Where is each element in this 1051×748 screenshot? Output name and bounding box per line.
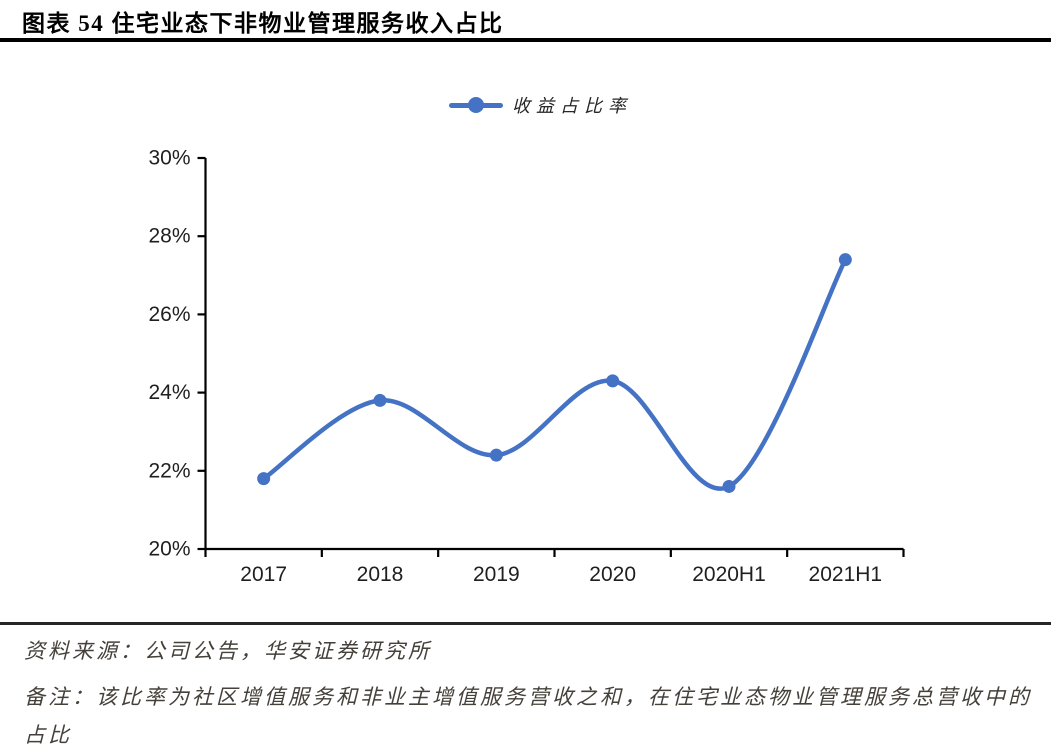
x-axis-tick-label: 2017 bbox=[240, 563, 287, 586]
data-point-marker bbox=[373, 393, 387, 407]
y-axis-tick-label: 30% bbox=[148, 147, 190, 170]
data-point-marker bbox=[838, 253, 852, 267]
data-point-marker bbox=[606, 374, 620, 388]
data-point-marker bbox=[722, 479, 736, 493]
series-line bbox=[261, 257, 848, 491]
y-axis-tick-label: 24% bbox=[148, 381, 190, 404]
y-axis-tick-label: 26% bbox=[148, 303, 190, 326]
legend-label: 收益占比率 bbox=[512, 96, 632, 116]
x-axis-tick-label: 2020 bbox=[589, 563, 636, 586]
note-line: 备注：该比率为社区增值服务和非业主增值服务营收之和，在住宅业态物业管理服务总营收… bbox=[24, 685, 1032, 747]
line-chart: 20% 22% 24% 26% 28% 30% 2017 2018 2019 2020 2020H1… bbox=[148, 147, 905, 586]
source-line: 资料来源：公司公告，华安证券研究所 bbox=[24, 639, 432, 663]
chart-legend: 收益占比率 bbox=[15, 92, 1051, 118]
data-point-marker bbox=[257, 472, 271, 486]
legend-line-marker-icon bbox=[449, 97, 503, 113]
data-point-marker bbox=[489, 448, 503, 462]
y-axis-tick-label: 22% bbox=[148, 459, 190, 482]
legend-dot-icon bbox=[468, 97, 484, 113]
x-axis-tick-label: 2018 bbox=[357, 563, 404, 586]
x-axis-tick-label: 2020H1 bbox=[692, 563, 766, 586]
title-divider bbox=[0, 38, 1051, 42]
y-axis-tick-label: 20% bbox=[148, 538, 190, 561]
x-axis-tick-label: 2019 bbox=[473, 563, 520, 586]
figure-title: 图表 54 住宅业态下非物业管理服务收入占比 bbox=[22, 11, 504, 36]
footer-divider bbox=[0, 622, 1051, 625]
y-axis-tick-label: 28% bbox=[148, 225, 190, 248]
x-axis-tick-label: 2021H1 bbox=[809, 563, 883, 586]
axes bbox=[204, 158, 904, 551]
